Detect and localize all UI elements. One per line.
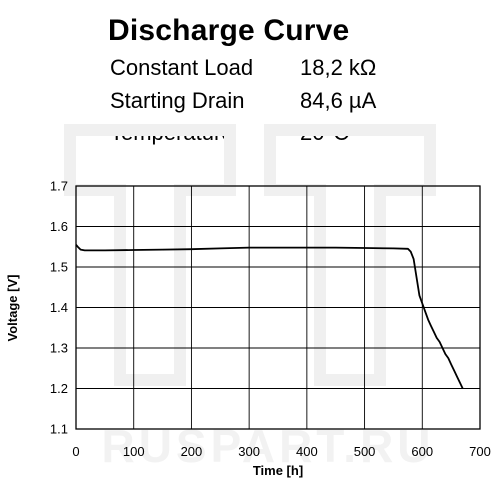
spec-label-starting-drain: Starting Drain xyxy=(110,88,245,113)
y-tick-label: 1.1 xyxy=(50,422,68,437)
x-axis-label: Time [h] xyxy=(253,463,303,478)
plot-frame xyxy=(75,185,481,430)
spec-value-constant-load: 18,2 kΩ xyxy=(300,55,377,80)
tick-labels: 0 100 200 300 400 500 600 700 1.1 1.2 1.3 1.4 1.5 1.6… xyxy=(50,179,491,460)
y-tick-label: 1.5 xyxy=(50,260,68,275)
x-tick-label: 0 xyxy=(72,444,79,459)
grid xyxy=(75,185,481,430)
x-tick-label: 600 xyxy=(411,444,433,459)
spec-label-constant-load: Constant Load xyxy=(110,55,254,80)
y-tick-label: 1.2 xyxy=(50,381,68,396)
y-tick-label: 1.3 xyxy=(50,341,68,356)
x-tick-label: 500 xyxy=(354,444,376,459)
x-tick-label: 100 xyxy=(123,444,145,459)
x-tick-label: 400 xyxy=(296,444,318,459)
x-tick-label: 300 xyxy=(238,444,260,459)
y-tick-label: 1.4 xyxy=(50,300,68,315)
y-tick-label: 1.7 xyxy=(50,179,68,194)
y-tick-label: 1.6 xyxy=(50,219,68,234)
x-tick-label: 700 xyxy=(469,444,491,459)
x-tick-label: 200 xyxy=(181,444,203,459)
series-line xyxy=(75,244,464,389)
chart-title: Discharge Curve xyxy=(108,14,350,47)
y-axis-label: Voltage [V] xyxy=(5,275,20,342)
spec-value-starting-drain: 84,6 µA xyxy=(300,88,377,113)
watermark-shape xyxy=(64,124,436,386)
